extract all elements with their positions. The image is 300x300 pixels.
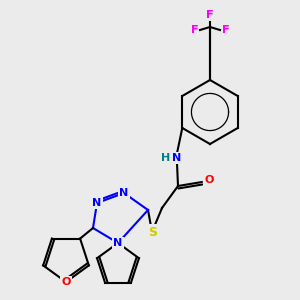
Text: N: N [113, 238, 123, 248]
Text: N: N [172, 153, 182, 163]
Text: N: N [119, 188, 129, 198]
Text: F: F [190, 25, 198, 35]
Text: N: N [119, 188, 129, 198]
Text: S: S [148, 226, 158, 238]
Text: N: N [92, 198, 102, 208]
Text: F: F [206, 10, 214, 20]
Text: N: N [172, 153, 182, 163]
Text: F: F [222, 25, 230, 35]
Text: F: F [206, 10, 214, 20]
Text: O: O [204, 175, 214, 185]
Text: H: H [161, 153, 170, 163]
Text: O: O [204, 175, 214, 185]
Text: H: H [161, 153, 170, 163]
Text: O: O [61, 277, 71, 287]
Text: F: F [190, 25, 198, 35]
Text: F: F [222, 25, 230, 35]
Text: S: S [148, 226, 158, 238]
Text: N: N [92, 198, 102, 208]
Text: O: O [61, 277, 71, 287]
Text: N: N [113, 238, 123, 248]
